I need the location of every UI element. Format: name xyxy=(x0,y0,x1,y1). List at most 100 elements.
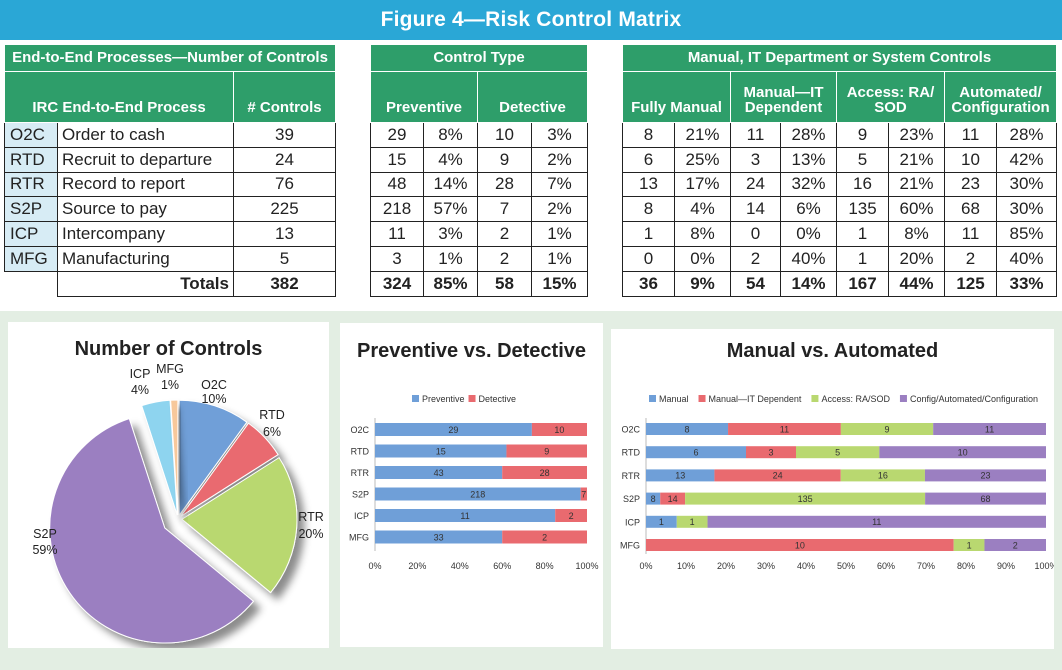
bar-rtr-1 xyxy=(502,466,587,479)
manual-it-cell: 11 xyxy=(730,122,781,148)
control-type-cell: 4% xyxy=(423,146,478,173)
manual-it-cell: 0% xyxy=(674,245,731,272)
control-type-cell: 9 xyxy=(477,146,532,173)
control-type-cell: 1% xyxy=(530,221,589,247)
x-tick-label: 30% xyxy=(757,561,775,571)
pie-chart-title: Number of Controls xyxy=(74,338,263,360)
totals-cell: 9% xyxy=(674,270,731,297)
data-label-rtr-0: 43 xyxy=(434,468,444,478)
bar-rtr-0 xyxy=(375,466,503,479)
bar-o2c-3 xyxy=(933,423,1046,435)
manual-it-cell: 32% xyxy=(780,171,837,198)
data-label-s2p-3: 68 xyxy=(981,494,991,504)
data-label-rtr-3: 23 xyxy=(980,471,990,481)
process-name-cell: Order to cash xyxy=(57,122,234,148)
manual-it-cell: 1 xyxy=(836,221,889,247)
manual-it-table: Manual, IT Department or System Controls… xyxy=(621,44,1058,297)
manual-it-cell: 11 xyxy=(944,122,997,148)
manual-it-cell: 21% xyxy=(674,122,731,148)
bar-icp-1 xyxy=(555,509,587,522)
category-label-icp: ICP xyxy=(354,511,369,521)
control-type-cell: 8% xyxy=(423,122,478,148)
bar-mfg-0 xyxy=(375,530,503,544)
legend-label-2: Access: RA/SOD xyxy=(821,394,890,404)
pie-label-o2c: O2C xyxy=(201,378,227,392)
x-tick-label: 80% xyxy=(957,561,975,571)
table-row: 3 1% 2 1% xyxy=(370,245,589,272)
data-label-rtd-1: 9 xyxy=(544,446,549,456)
bar-rtd-0 xyxy=(646,446,746,459)
control-type-cell: 2 xyxy=(477,245,532,272)
data-label-o2c-1: 10 xyxy=(554,425,564,435)
legend-swatch-0 xyxy=(412,395,419,402)
manual-it-cell: 3 xyxy=(730,146,781,173)
x-tick-label: 80% xyxy=(536,561,554,571)
table-row: 11 3% 2 1% xyxy=(370,221,589,247)
controls-count-cell: 13 xyxy=(232,221,337,247)
manual-it-cell: 40% xyxy=(995,245,1058,272)
process-code-cell: RTD xyxy=(4,146,58,173)
manual-automated-title: Manual vs. Automated xyxy=(726,340,939,362)
manual-automated-panel: Manual vs. Automated Manual Manual—IT Dep… xyxy=(611,329,1054,649)
control-type-cell: 3% xyxy=(530,122,589,148)
table-row: 29 8% 10 3% xyxy=(370,122,589,148)
controls-col-header: # Controls xyxy=(232,71,337,123)
data-label-rtd-0: 6 xyxy=(693,448,698,458)
process-name-cell: Manufacturing xyxy=(57,245,234,272)
blank-cell xyxy=(4,270,58,297)
totals-label: Totals xyxy=(57,270,234,297)
data-label-icp-0: 1 xyxy=(659,517,664,527)
automated-col-header: Automated/Configuration xyxy=(943,71,1058,123)
x-tick-label: 20% xyxy=(408,561,426,571)
process-name-cell: Intercompany xyxy=(57,221,234,247)
process-code-cell: MFG xyxy=(4,245,58,272)
fully-manual-col-header: Fully Manual xyxy=(622,71,731,123)
control-type-group-header: Control Type xyxy=(369,44,589,72)
processes-table: End-to-End Processes—Number of Controls … xyxy=(3,44,337,297)
data-label-icp-3: 11 xyxy=(872,517,881,527)
data-label-icp-1: 2 xyxy=(569,511,574,521)
manual-it-cell: 2 xyxy=(944,245,997,272)
bar-o2c-1 xyxy=(728,423,841,435)
pie-slice-rtr xyxy=(181,456,298,594)
totals-cell: 14% xyxy=(780,270,837,297)
legend-swatch-3 xyxy=(899,395,907,402)
manual-it-cell: 11 xyxy=(944,221,997,247)
x-tick-label: 70% xyxy=(917,561,935,571)
manual-it-group-header: Manual, IT Department or System Controls xyxy=(621,44,1058,72)
x-tick-label: 0% xyxy=(368,561,381,571)
control-type-cell: 2 xyxy=(477,221,532,247)
pie-pct-icp: 4% xyxy=(131,383,149,397)
preventive-detective-chart: Preventive Detective O2C 29 10 RTD 15 9 RTR 43 28 S… xyxy=(349,394,599,571)
category-label-o2c: O2C xyxy=(350,425,369,435)
bar-mfg-2 xyxy=(953,539,985,551)
totals-row: Totals 382 xyxy=(4,270,337,297)
manual-it-cell: 30% xyxy=(995,196,1058,223)
data-label-o2c-2: 9 xyxy=(885,424,890,434)
data-label-rtr-1: 24 xyxy=(773,471,783,481)
pie-slice-icp xyxy=(141,399,178,516)
manual-it-cell: 9 xyxy=(836,122,889,148)
pie-label-rtr: RTR xyxy=(298,510,323,524)
manual-it-cell: 13 xyxy=(622,171,675,198)
legend-label-0: Manual xyxy=(659,394,689,404)
category-label-rtd: RTD xyxy=(622,448,641,458)
legend-label-1: Detective xyxy=(479,394,517,404)
process-name-cell: Recruit to departure xyxy=(57,146,234,173)
bar-rtr-3 xyxy=(924,469,1046,482)
manual-it-cell: 28% xyxy=(780,122,837,148)
bar-mfg-1 xyxy=(646,539,954,551)
manual-it-cell: 42% xyxy=(995,146,1058,173)
totals-cell: 324 xyxy=(370,270,424,297)
process-name-cell: Record to report xyxy=(57,171,234,198)
manual-it-cell: 1 xyxy=(622,221,675,247)
bar-rtd-0 xyxy=(375,444,507,458)
legend-label-3: Config/Automated/Configuration xyxy=(910,394,1038,404)
totals-row: 36 9% 54 14% 167 44% 125 33% xyxy=(622,270,1058,297)
manual-it-dependent-col-header: Manual—IT Dependent xyxy=(730,71,837,123)
legend-label-0: Preventive xyxy=(422,394,465,404)
controls-count-cell: 225 xyxy=(232,196,337,223)
header-line: Dependent xyxy=(744,99,823,117)
x-tick-label: 90% xyxy=(997,561,1015,571)
manual-automated-chart: Manual Manual—IT Dependent Access: RA/SOD C… xyxy=(620,394,1054,571)
